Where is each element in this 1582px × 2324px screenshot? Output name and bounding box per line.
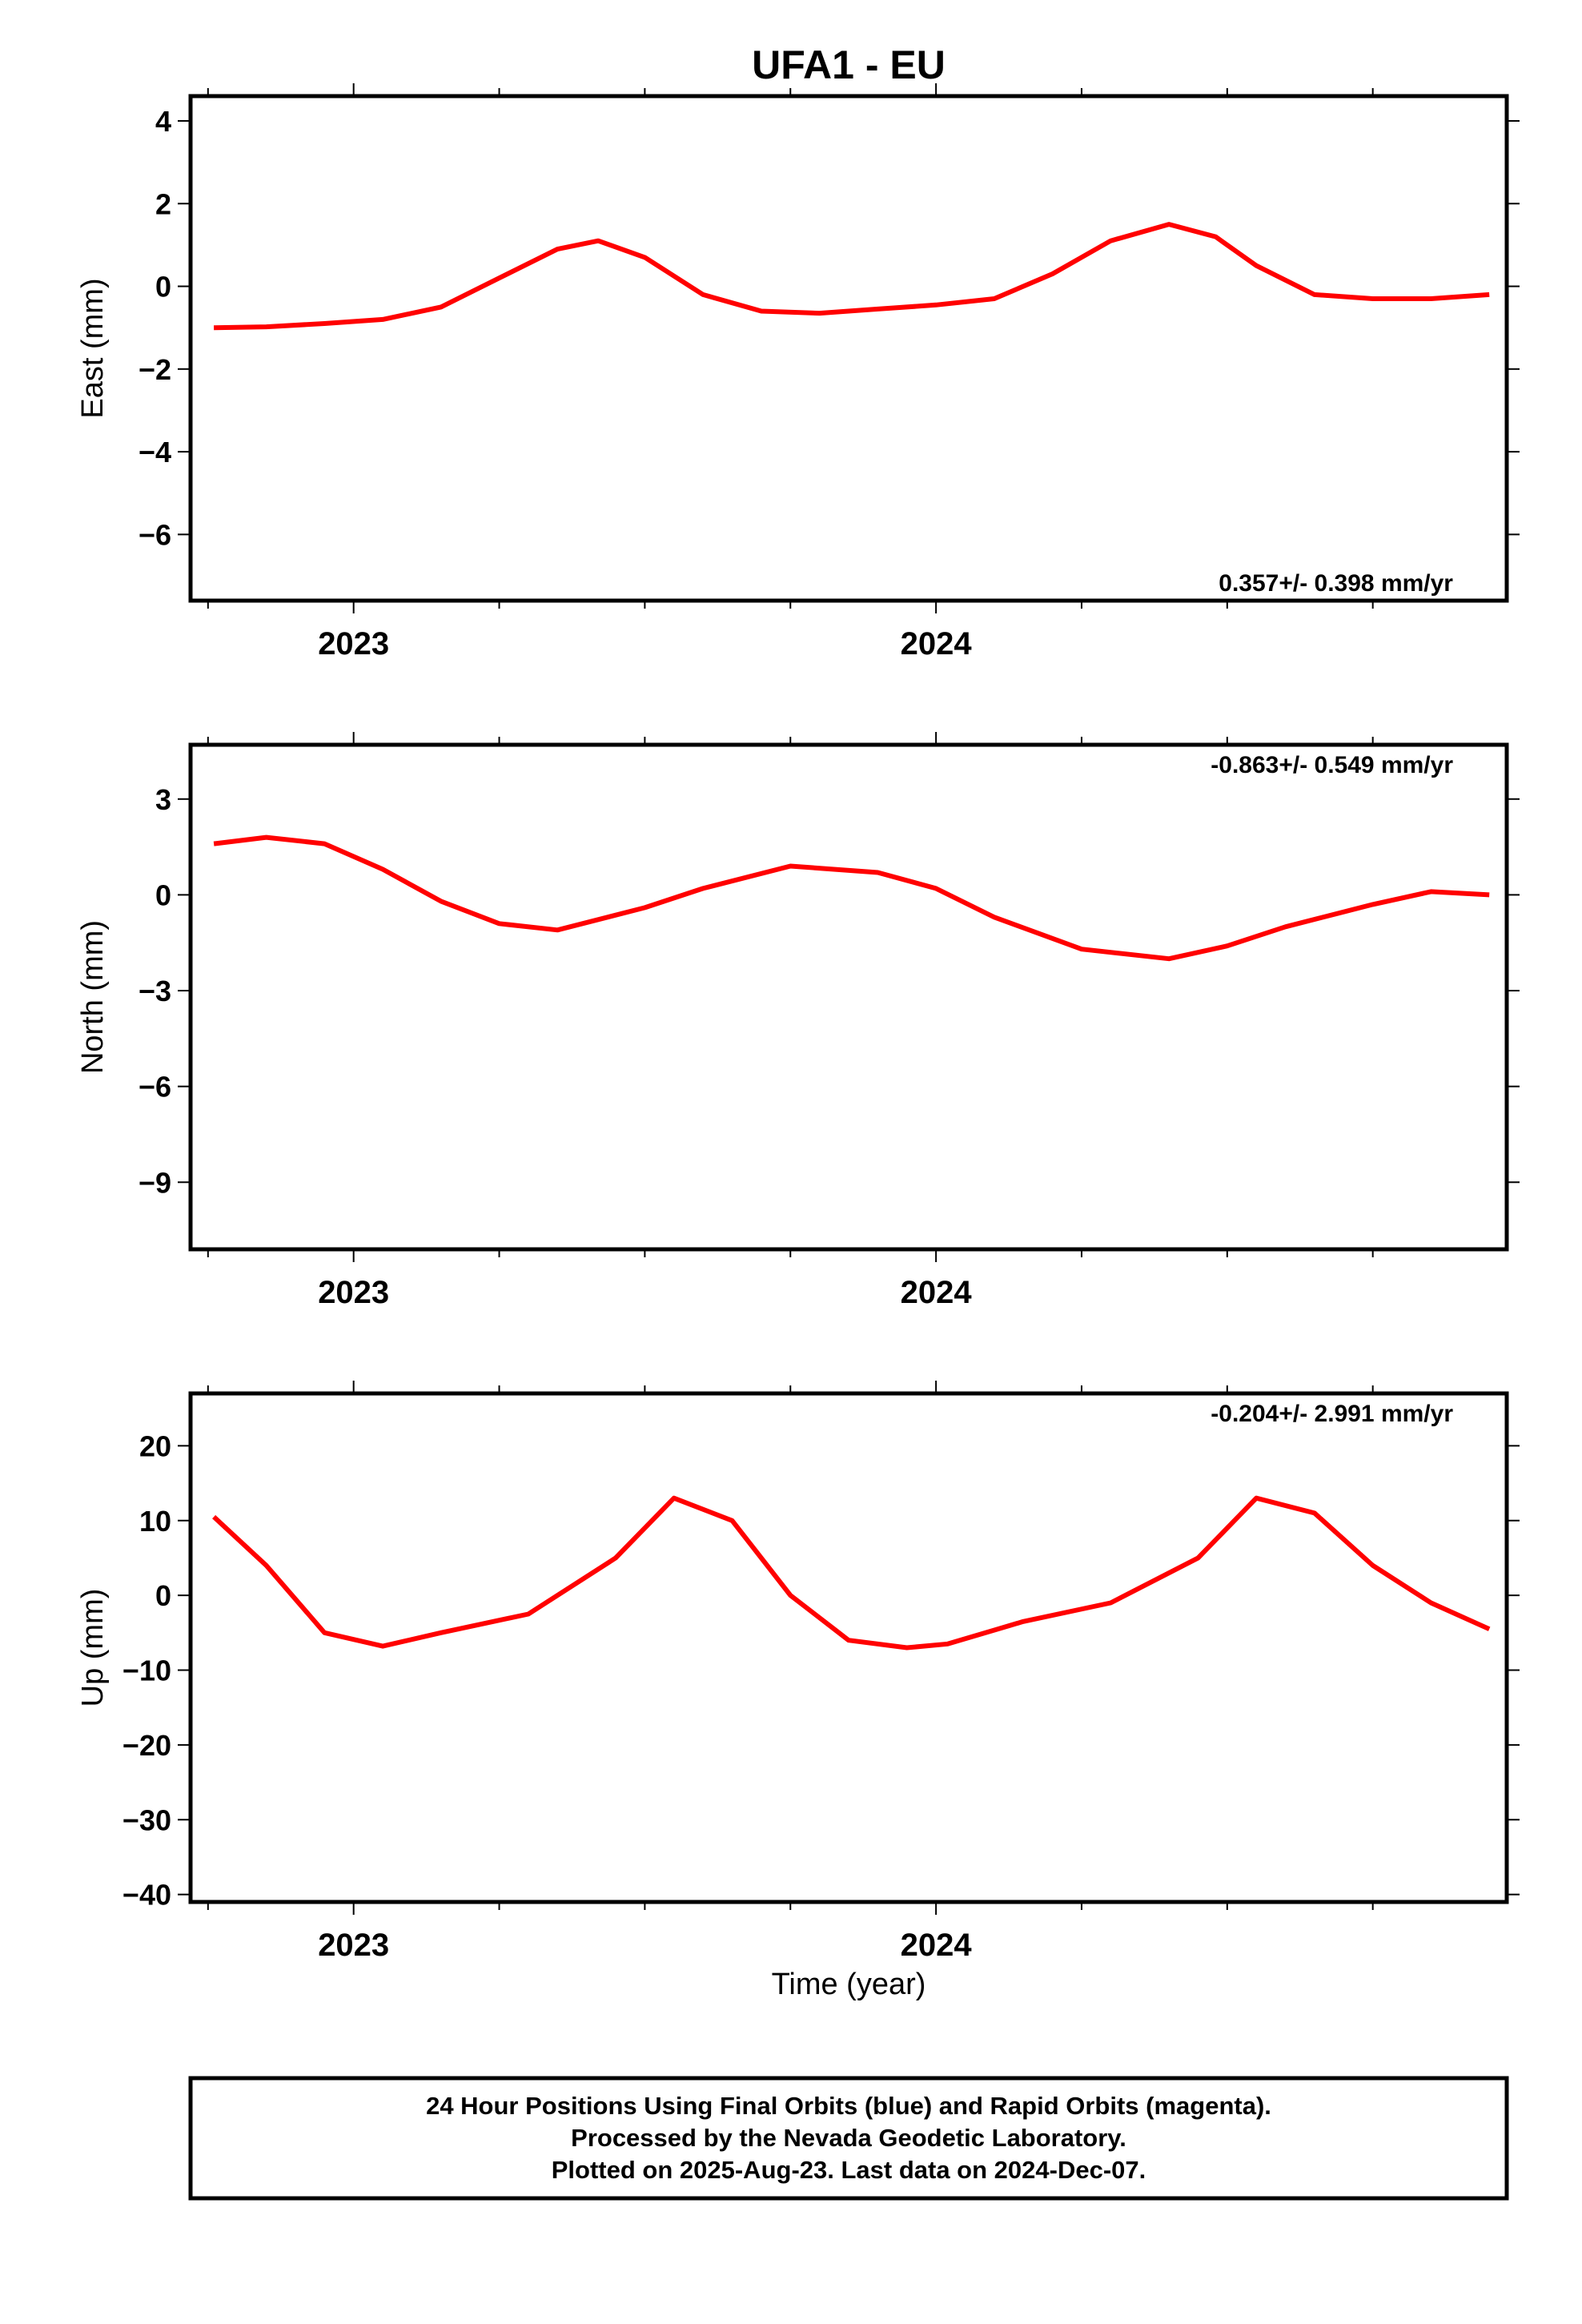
- panel-3: 20 10 0 −10 −20 −30 −40 2023 2024 Up (mm) -0.204+/…: [76, 1381, 1520, 1963]
- y-axis-label: Up (mm): [76, 1589, 110, 1707]
- y-axis-label: North (mm): [76, 920, 110, 1074]
- y-tick-label: −4: [139, 436, 171, 468]
- footer-line-1: 24 Hour Positions Using Final Orbits (bl…: [426, 2092, 1271, 2120]
- y-tick-label: 0: [155, 879, 171, 911]
- y-tick-label: −3: [139, 975, 171, 1007]
- y-tick-label: 0: [155, 271, 171, 304]
- fit-curve: [212, 1495, 1491, 1651]
- fit-curve: [213, 834, 1490, 962]
- y-tick-label: 4: [155, 105, 171, 138]
- fit-curve: [214, 222, 1490, 331]
- panel-2: 3 0 −3 −6 −9 2023 2024 North (mm) -0.863+/- 0.54…: [76, 732, 1520, 1310]
- rate-label: 0.357+/- 0.398 mm/yr: [1219, 570, 1453, 597]
- y-axis-label: East (mm): [76, 278, 110, 418]
- rate-label: -0.204+/- 2.991 mm/yr: [1211, 1401, 1453, 1427]
- y-tick-label: −2: [139, 353, 171, 386]
- y-tick-label: 10: [139, 1505, 171, 1538]
- y-tick-label: −9: [139, 1166, 171, 1199]
- y-tick-label: −20: [122, 1729, 171, 1762]
- footer-line-3: Plotted on 2025-Aug-23. Last data on 202…: [552, 2156, 1146, 2184]
- footer-box: [188, 2076, 1509, 2201]
- x-tick-label: 2024: [901, 626, 973, 661]
- chart-title: UFA1 - EU: [752, 42, 946, 87]
- y-tick-label: 20: [139, 1429, 171, 1462]
- y-tick-label: −30: [122, 1803, 171, 1836]
- x-axis-label: Time (year): [772, 1968, 926, 2001]
- x-tick-label: 2023: [318, 1928, 389, 1963]
- y-tick-label: −6: [139, 1071, 171, 1104]
- rate-label: -0.863+/- 0.549 mm/yr: [1211, 752, 1453, 778]
- y-tick-label: −10: [122, 1655, 171, 1687]
- plot-frame: [188, 742, 1509, 1252]
- x-tick-label: 2024: [901, 1275, 973, 1310]
- x-tick-label: 2024: [901, 1928, 973, 1963]
- footer-line-2: Processed by the Nevada Geodetic Laborat…: [571, 2124, 1126, 2152]
- y-tick-label: −6: [139, 518, 171, 551]
- y-tick-label: −40: [122, 1879, 171, 1912]
- y-tick-label: 0: [155, 1579, 171, 1612]
- panel-1: 4 2 0 −2 −4 −6 2023 2024 East (mm) 0.357+/- 0.398…: [76, 83, 1520, 661]
- plot-frame: [188, 94, 1509, 603]
- x-tick-label: 2023: [318, 626, 389, 661]
- plot-frame: [188, 1391, 1509, 1904]
- y-tick-label: 2: [155, 187, 171, 220]
- y-tick-label: 3: [155, 783, 171, 816]
- x-tick-label: 2023: [318, 1275, 389, 1310]
